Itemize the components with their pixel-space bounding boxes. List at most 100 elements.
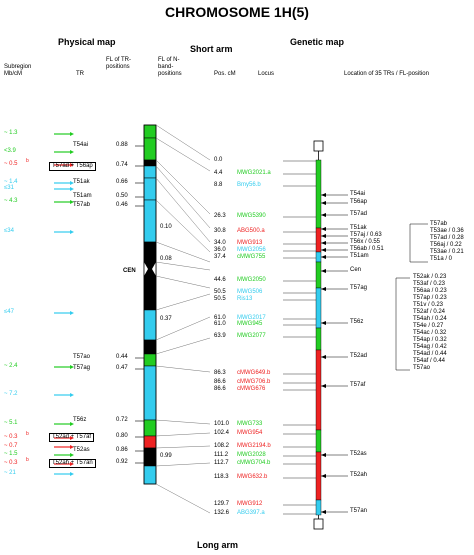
short-arm-fl-entry: T57ad / 0.28: [430, 235, 464, 241]
phys-gen-connector: [155, 483, 211, 514]
gen-band-9: [315, 499, 322, 516]
locus-name: MWG912: [237, 501, 263, 507]
right-tr-arrowhead: [321, 474, 326, 478]
locus-position: 4.4: [214, 170, 223, 176]
locus-name: cMWG706.b: [237, 379, 271, 385]
locus-position: 61.0: [214, 321, 226, 327]
right-tr-label: T56z: [350, 319, 364, 325]
subregion-arrowhead: [70, 462, 74, 466]
long-arm-fl-entry: T52ak / 0.23: [413, 274, 447, 280]
right-tr-label: T57an: [350, 508, 368, 514]
phys-band-4: [143, 177, 157, 201]
locus-header: Locus: [258, 71, 275, 77]
tr-fl-value: 0.88: [116, 142, 128, 148]
subregion-label: ≤47: [4, 309, 14, 315]
phys-band-10: [143, 339, 157, 355]
right-tr-arrowhead: [321, 193, 326, 197]
subregion-label: ~ 1.3: [4, 130, 18, 136]
locus-name: cMWG704.b: [237, 460, 271, 466]
pos-cm-header: Pos. cM: [214, 71, 236, 77]
right-tr-label: T57af: [350, 382, 366, 388]
subregion-arrowhead: [70, 393, 74, 397]
gen-band-3: [315, 261, 322, 289]
subregion-label: ~ 0.5: [4, 161, 18, 167]
phys-band-6: [143, 241, 157, 263]
right-tr-arrowhead: [321, 384, 326, 388]
phys-band-5: [143, 199, 157, 243]
tr-fl-value: 0.92: [116, 459, 128, 465]
tr-label: T57ab: [73, 202, 91, 208]
phys-band-0: [143, 124, 157, 139]
right-tr-label: T51ak: [350, 225, 367, 231]
gen-top-cap: [313, 140, 324, 152]
short-arm-fl-entry: T53ae / 0.36: [430, 228, 464, 234]
right-tr-label: T51am: [350, 253, 369, 259]
locus-position: 63.9: [214, 333, 226, 339]
subregion-label: ~ 5.1: [4, 420, 18, 426]
phys-gen-connector: [155, 199, 211, 253]
phys-band-14: [143, 435, 157, 449]
gen-band-8: [315, 451, 322, 501]
gen-band-2: [315, 251, 322, 263]
subregion-arrowhead: [70, 453, 74, 457]
locus-name: MWG954: [237, 430, 263, 436]
locus-name: cMWG649.b: [237, 370, 271, 376]
locus-name: MWG2056: [237, 247, 266, 253]
centromere-right: [152, 262, 156, 276]
locus-position: 132.6: [214, 510, 230, 516]
tr-fl-value: 0.66: [116, 179, 128, 185]
phys-band-16: [143, 465, 157, 485]
locus-name: MWG632.b: [237, 474, 268, 480]
locus-name: MWG2077: [237, 333, 266, 339]
right-tr-arrowhead: [321, 241, 326, 245]
locus-position: 86.6: [214, 386, 226, 392]
tr-label: T51am: [73, 193, 92, 199]
subregion-arrowhead: [70, 311, 74, 315]
subregion-arrowhead: [70, 422, 74, 426]
right-tr-label: T57ad: [350, 211, 368, 217]
right-tr-label: T57aj / 0.63: [350, 232, 382, 238]
right-tr-label: T56x / 0.55: [350, 239, 381, 245]
locus-name: MWG2017: [237, 315, 266, 321]
cen-label: CEN: [123, 268, 136, 274]
phys-gen-connector: [155, 124, 211, 161]
tr-fl-value: 0.47: [116, 365, 128, 371]
subregion-sup: b: [26, 431, 29, 437]
gen-bottom-cap: [313, 518, 324, 530]
locus-position: 36.0: [214, 247, 226, 253]
subregion-arrowhead: [70, 163, 74, 167]
long-arm-fl-entry: T52af / 0.24: [413, 309, 446, 315]
phys-gen-connector: [155, 365, 211, 373]
right-tr-label: Cen: [350, 267, 362, 273]
locus-position: 111.2: [214, 452, 229, 458]
nband-fl-1: 0.10: [160, 224, 172, 230]
short-arm-fl-entry: T53ae / 0.21: [430, 249, 464, 255]
phys-gen-connector: [155, 159, 211, 215]
subregion-label: ~ 0.7: [4, 443, 18, 449]
long-arm-heading: Long arm: [197, 540, 239, 550]
long-arm-fl-entry: T57ap / 0.23: [413, 295, 447, 301]
locus-position: 0.0: [214, 157, 223, 163]
phys-gen-connector: [155, 137, 211, 172]
tr-fl-value: 0.46: [116, 202, 128, 208]
locus-name: MWG913: [237, 240, 263, 246]
right-tr-arrowhead: [321, 321, 326, 325]
subregion-label: ≤31: [4, 185, 14, 191]
subregion-label: ~ 7.2: [4, 391, 18, 397]
long-arm-fl-entry: T54ad / 0.44: [413, 351, 447, 357]
tr-fl-value: 0.44: [116, 354, 128, 360]
locus-position: 86.6: [214, 379, 226, 385]
right-tr-arrowhead: [321, 248, 326, 252]
locus-position: 37.4: [214, 254, 226, 260]
long-arm-fl-entry: T54ag / 0.42: [413, 344, 447, 350]
phys-gen-connector: [155, 165, 211, 229]
locus-position: 50.5: [214, 289, 226, 295]
locus-position: 61.0: [214, 315, 226, 321]
subregion-arrowhead: [70, 436, 74, 440]
nband-fl-2: 0.08: [160, 256, 172, 262]
phys-gen-connector: [155, 337, 211, 355]
long-arm-fl-entry: T54ac / 0.32: [413, 330, 447, 336]
subregion-arrowhead: [70, 150, 74, 154]
locus-position: 86.3: [214, 370, 226, 376]
long-arm-fl-entry: T54ah / 0.24: [413, 316, 447, 322]
